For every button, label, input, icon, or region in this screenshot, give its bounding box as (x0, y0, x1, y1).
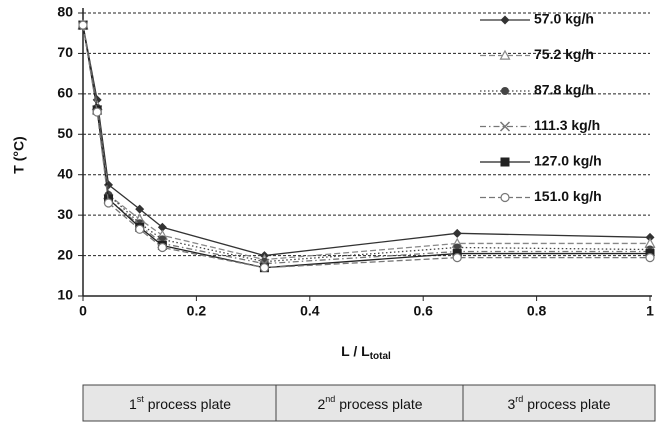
legend-label: 57.0 kg/h (534, 11, 594, 27)
series (78, 20, 655, 273)
y-tick-label: 40 (57, 165, 73, 181)
plate-text: process plate (148, 396, 231, 412)
legend-entry: 75.2 kg/h (480, 46, 594, 62)
marker (157, 222, 167, 232)
plate-sup: st (137, 394, 145, 404)
series-line (82, 25, 650, 265)
marker (135, 204, 145, 214)
x-tick-label: 0.2 (187, 303, 207, 319)
x-tick-label: 0.8 (527, 303, 547, 319)
legend-label: 75.2 kg/h (534, 46, 594, 62)
y-axis-label: T (°C) (11, 136, 27, 173)
marker (499, 121, 511, 132)
x-axis-label-sub: total (370, 351, 391, 362)
legend-entry: 151.0 kg/h (480, 188, 602, 204)
legend-label: 87.8 kg/h (534, 82, 594, 98)
marker (645, 252, 655, 263)
marker (78, 20, 88, 30)
legend-label: 111.3 kg/h (534, 117, 600, 133)
marker (103, 198, 114, 208)
marker (157, 242, 167, 253)
marker (452, 228, 462, 238)
marker (499, 49, 511, 60)
y-tick-label: 50 (57, 125, 73, 141)
y-tick-label: 30 (57, 206, 73, 222)
plate-sup: nd (325, 394, 335, 404)
marker (645, 232, 655, 242)
marker (92, 107, 102, 117)
x-axis-label-main: L / L (341, 343, 370, 359)
plate-num: 2 (317, 396, 325, 412)
legend-entry: 57.0 kg/h (480, 11, 594, 27)
legend-box (470, 3, 660, 213)
x-tick-label: 0.4 (300, 303, 320, 319)
plate-num: 3 (507, 396, 515, 412)
plate-num: 1 (129, 396, 137, 412)
y-tick-label: 20 (57, 246, 73, 262)
marker (135, 224, 145, 234)
legend-label: 151.0 kg/h (534, 188, 602, 204)
x-tick-label: 1 (646, 303, 654, 319)
marker (500, 157, 510, 167)
process-plate-label: 2nd process plate (317, 394, 422, 411)
process-plates (82, 384, 656, 422)
marker (501, 87, 509, 95)
x-axis-label: L / Ltotal (341, 343, 391, 362)
legend-entry: 127.0 kg/h (480, 153, 602, 169)
process-plate-label: 1st process plate (129, 394, 231, 411)
marker (452, 252, 462, 263)
x-tick-label: 0 (79, 303, 87, 319)
plate-sup: rd (515, 394, 523, 404)
legend-label: 127.0 kg/h (534, 153, 602, 169)
plates-box (82, 384, 656, 422)
legend-entry: 87.8 kg/h (480, 82, 594, 98)
x-tick-label: 0.6 (413, 303, 433, 319)
y-tick-label: 70 (57, 44, 73, 60)
y-tick-label: 10 (57, 287, 73, 303)
legend-entry: 111.3 kg/h (480, 117, 600, 133)
series-line (82, 25, 650, 261)
series-line (82, 25, 650, 269)
marker (259, 263, 270, 273)
process-plate-label: 3rd process plate (507, 394, 610, 411)
y-tick-label: 60 (57, 85, 73, 101)
marker (500, 15, 510, 25)
plate-text: process plate (527, 396, 610, 412)
y-tick-label: 80 (57, 4, 73, 20)
plate-text: process plate (339, 396, 422, 412)
marker (500, 192, 510, 203)
